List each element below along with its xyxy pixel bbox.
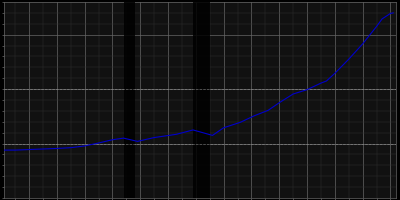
Bar	[124, 2, 135, 198]
Bar	[193, 2, 210, 198]
